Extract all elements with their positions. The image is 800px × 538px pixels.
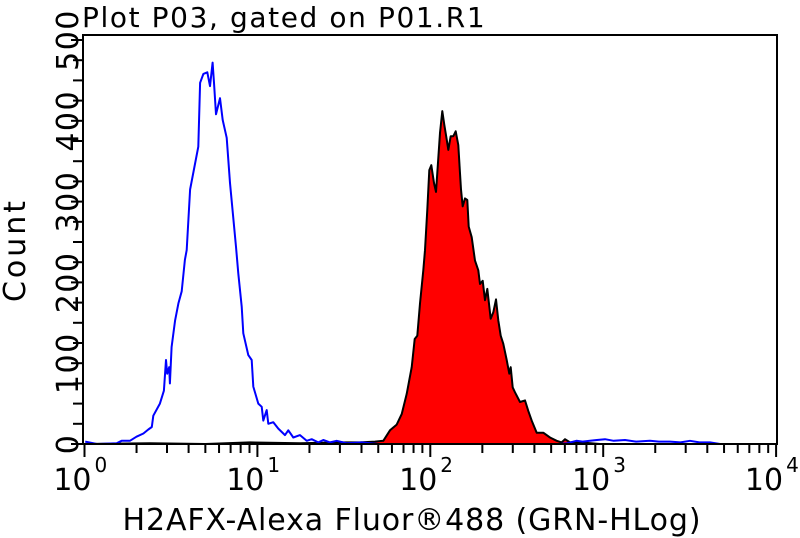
- x-tick-label: 10 2: [399, 453, 453, 498]
- x-tick-exponent: 4: [786, 453, 799, 477]
- x-tick-exponent: 1: [267, 453, 280, 477]
- x-tick-base: 10: [399, 463, 437, 498]
- x-tick-label: 10 4: [745, 453, 799, 498]
- red-filled-histogram: [83, 110, 777, 444]
- y-tick-label: 400: [51, 90, 86, 152]
- x-axis-ticks: [83, 444, 778, 457]
- x-tick-base: 10: [53, 463, 91, 498]
- x-tick-label: 10 1: [226, 453, 280, 498]
- y-axis-tick-labels: 0 100 200 300 400 500: [51, 9, 86, 454]
- y-tick-label: 500: [51, 9, 86, 71]
- y-axis-ticks: [71, 39, 83, 445]
- x-tick-exponent: 0: [95, 453, 108, 477]
- x-axis-label: H2AFX-Alexa Fluor®488 (GRN-HLog): [123, 503, 702, 538]
- y-axis-label: Count: [0, 198, 33, 302]
- x-tick-exponent: 3: [613, 453, 626, 477]
- plot-area: [83, 61, 777, 444]
- x-tick-label: 10 0: [53, 453, 107, 498]
- x-tick-base: 10: [745, 463, 783, 498]
- chart-title: Plot P03, gated on P01.R1: [82, 1, 486, 34]
- x-axis-tick-labels: 10 0 10 1 10 2 10 3 10 4: [53, 453, 799, 498]
- x-tick-base: 10: [572, 463, 610, 498]
- x-tick-base: 10: [226, 463, 264, 498]
- y-tick-label: 0: [51, 434, 86, 455]
- y-tick-label: 100: [51, 332, 86, 394]
- blue-outline-histogram: [84, 61, 777, 444]
- y-tick-label: 200: [51, 252, 86, 314]
- x-tick-label: 10 3: [572, 453, 626, 498]
- x-tick-exponent: 2: [440, 453, 453, 477]
- y-tick-label: 300: [51, 171, 86, 233]
